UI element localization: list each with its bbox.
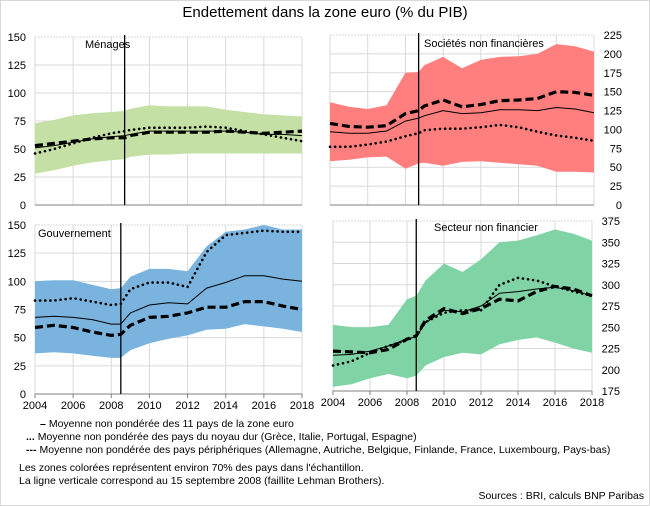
- series-line-dashed: [34, 129, 303, 148]
- y-tick-label: 25: [14, 361, 26, 373]
- y-tick-label: 200: [604, 49, 622, 61]
- y-tick-label: 125: [8, 248, 26, 260]
- note-colored-zones: Les zones colorées représentent environ …: [19, 462, 364, 474]
- y-tick-label: 100: [8, 276, 26, 288]
- y-tick-label: 0: [20, 200, 26, 212]
- x-tick-label: 2008: [99, 400, 123, 412]
- y-tick-label: 275: [602, 301, 620, 313]
- panel-title: Gouvernement: [38, 228, 111, 240]
- y-tick-label: 250: [602, 322, 620, 334]
- legend-solid-line-symbol: –: [40, 418, 46, 430]
- y-tick-label: 50: [14, 144, 26, 156]
- y-tick-label: 125: [8, 60, 26, 72]
- range-band: [35, 225, 302, 358]
- y-tick-label: 175: [604, 68, 622, 80]
- y-tick-label: 150: [8, 220, 26, 232]
- y-tick-label: 150: [8, 32, 26, 44]
- y-tick-label: 325: [602, 259, 620, 271]
- series-line-solid: [34, 275, 303, 325]
- y-tick-label: 50: [610, 162, 622, 174]
- y-tick-label: 100: [604, 124, 622, 136]
- panel-1: 0 25 50 75 100 125 150 175 200 225 Sociétés non fi…: [328, 30, 622, 212]
- y-tick-label: 350: [602, 237, 620, 249]
- x-tick-label: 2016: [252, 400, 276, 412]
- y-tick-label: 375: [602, 216, 620, 228]
- x-tick-label: 2010: [432, 397, 456, 409]
- legend-label: Moyenne non pondérée des pays périphériq…: [39, 444, 611, 456]
- y-tick-label: 175: [602, 386, 620, 398]
- x-tick-label: 2016: [543, 397, 567, 409]
- legend-item-core: ... Moyenne non pondérée des pays du noya…: [26, 431, 417, 444]
- y-tick-label: 25: [610, 181, 622, 193]
- y-tick-label: 0: [616, 200, 622, 212]
- x-tick-label: 2018: [580, 397, 604, 409]
- panel-0: 0 25 50 75 100 125 150 Ménages: [8, 32, 304, 212]
- x-tick-label: 2010: [137, 400, 161, 412]
- charts-canvas: 0 25 50 75 100 125 150 Ménages 0 25 50 75 100 125 150 1…: [8, 30, 622, 412]
- x-tick-label: 2012: [469, 397, 493, 409]
- x-tick-label: 2006: [61, 400, 85, 412]
- legend-dotted-line-symbol: ...: [26, 431, 35, 443]
- x-tick-label: 2006: [358, 397, 382, 409]
- y-tick-label: 75: [610, 143, 622, 155]
- legend-item-periphery: --- Moyenne non pondérée des pays périphé…: [26, 444, 610, 457]
- y-tick-label: 150: [604, 87, 622, 99]
- y-tick-label: 200: [602, 365, 620, 377]
- source-note: Sources : BRI, calculs BNP Paribas: [478, 490, 644, 502]
- legend-dashed-line-symbol: ---: [26, 444, 37, 456]
- chart-title: Endettement dans la zone euro (% du PIB): [182, 4, 468, 21]
- y-tick-label: 50: [14, 333, 26, 345]
- x-tick-label: 2014: [213, 400, 237, 412]
- x-tick-label: 2014: [506, 397, 530, 409]
- panel-title: Secteur non financier: [434, 222, 538, 234]
- range-band: [35, 105, 302, 174]
- x-tick-label: 2012: [175, 400, 199, 412]
- series-line-dotted: [328, 123, 596, 149]
- x-tick-label: 2004: [321, 397, 345, 409]
- y-tick-label: 225: [602, 344, 620, 356]
- x-tick-label: 2004: [23, 400, 47, 412]
- range-band: [333, 229, 592, 387]
- series-line-dashed: [34, 300, 303, 337]
- note-vertical-line: La ligne verticale correspond au 15 sept…: [19, 475, 385, 487]
- x-tick-label: 2018: [290, 400, 314, 412]
- y-tick-label: 300: [602, 280, 620, 292]
- legend-item-average: – Moyenne non pondérée des 11 pays de la …: [40, 418, 294, 431]
- y-tick-label: 100: [8, 88, 26, 100]
- series-line-dashed: [332, 284, 593, 355]
- y-tick-label: 25: [14, 172, 26, 184]
- y-tick-label: 75: [14, 305, 26, 317]
- y-tick-label: 0: [20, 389, 26, 401]
- panel-2: 2004 2006 2008 2010 2012 2014 2016 2018 0 25 50 75 1…: [8, 220, 315, 412]
- legend-label: Moyenne non pondérée des pays du noyau d…: [37, 431, 417, 443]
- panel-title: Sociétés non financières: [424, 38, 544, 50]
- y-tick-label: 75: [14, 116, 26, 128]
- series-line-dotted: [33, 125, 304, 155]
- panel-title: Ménages: [85, 39, 131, 51]
- legend-label: Moyenne non pondérée des 11 pays de la z…: [48, 418, 294, 430]
- y-tick-label: 225: [604, 30, 622, 42]
- x-tick-label: 2008: [395, 397, 419, 409]
- y-tick-label: 125: [604, 106, 622, 118]
- series-line-dotted: [33, 229, 304, 307]
- series-line-solid: [329, 107, 595, 134]
